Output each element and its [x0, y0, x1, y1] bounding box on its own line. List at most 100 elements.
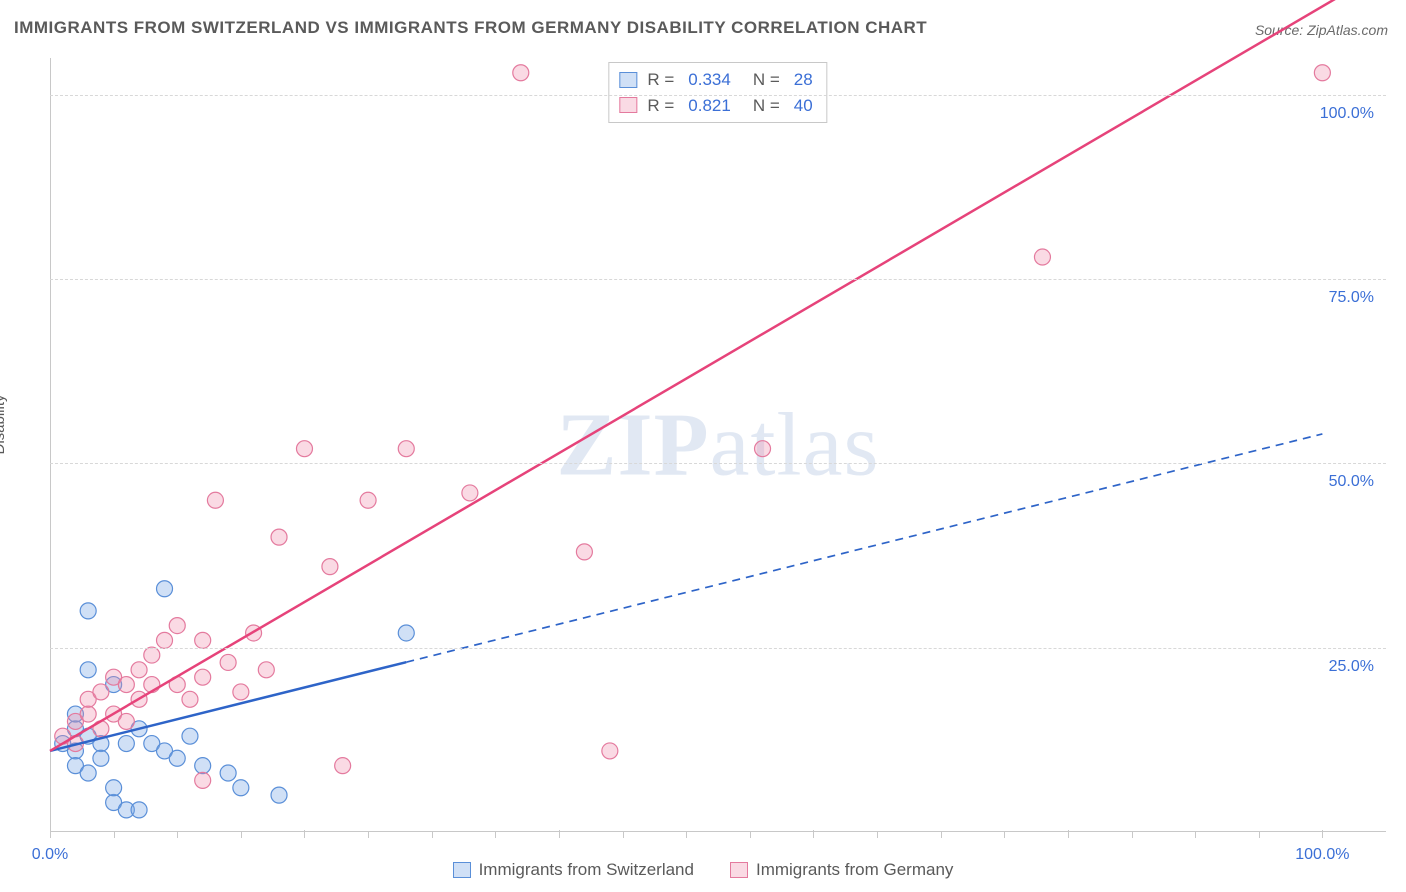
data-point: [118, 677, 134, 693]
x-minor-tick: [877, 832, 878, 838]
data-point: [233, 780, 249, 796]
x-minor-tick: [114, 832, 115, 838]
y-tick-label: 100.0%: [1320, 105, 1374, 123]
data-point: [233, 684, 249, 700]
x-minor-tick: [686, 832, 687, 838]
data-point: [157, 581, 173, 597]
data-point: [195, 669, 211, 685]
data-point: [207, 492, 223, 508]
legend-item: Immigrants from Germany: [730, 860, 953, 880]
x-minor-tick: [1259, 832, 1260, 838]
data-point: [755, 441, 771, 457]
data-point: [335, 758, 351, 774]
legend-label: Immigrants from Switzerland: [479, 860, 694, 880]
chart-title: IMMIGRANTS FROM SWITZERLAND VS IMMIGRANT…: [14, 18, 927, 38]
x-tick-mark: [50, 830, 51, 838]
stat-n-label: N =: [753, 93, 780, 119]
gridline-h: [50, 95, 1386, 96]
x-minor-tick: [432, 832, 433, 838]
data-point: [144, 647, 160, 663]
data-point: [80, 603, 96, 619]
gridline-h: [50, 463, 1386, 464]
data-point: [360, 492, 376, 508]
data-point: [462, 485, 478, 501]
x-minor-tick: [241, 832, 242, 838]
stats-row: R = 0.334 N = 28: [619, 67, 816, 93]
x-minor-tick: [1132, 832, 1133, 838]
x-minor-tick: [941, 832, 942, 838]
trend-line-dashed: [406, 434, 1322, 662]
stat-n-label: N =: [753, 67, 780, 93]
data-point: [131, 802, 147, 818]
legend-swatch: [453, 862, 471, 878]
data-point: [271, 529, 287, 545]
chart-container: IMMIGRANTS FROM SWITZERLAND VS IMMIGRANT…: [0, 0, 1406, 892]
data-point: [220, 765, 236, 781]
stats-legend-box: R = 0.334 N = 28 R = 0.821 N = 40: [608, 62, 827, 123]
legend-label: Immigrants from Germany: [756, 860, 953, 880]
x-minor-tick: [495, 832, 496, 838]
data-point: [195, 758, 211, 774]
y-tick-label: 50.0%: [1329, 473, 1374, 491]
legend-swatch: [619, 97, 637, 113]
x-tick-mark: [304, 830, 305, 838]
data-point: [106, 780, 122, 796]
gridline-h: [50, 648, 1386, 649]
legend-swatch: [730, 862, 748, 878]
data-point: [322, 559, 338, 575]
data-point: [576, 544, 592, 560]
data-point: [169, 750, 185, 766]
data-point: [1314, 65, 1330, 81]
data-point: [182, 728, 198, 744]
x-minor-tick: [177, 832, 178, 838]
x-minor-tick: [1195, 832, 1196, 838]
data-point: [118, 736, 134, 752]
data-point: [93, 750, 109, 766]
data-point: [220, 654, 236, 670]
data-point: [131, 662, 147, 678]
y-tick-label: 75.0%: [1329, 289, 1374, 307]
data-point: [602, 743, 618, 759]
stat-r-label: R =: [647, 67, 674, 93]
plot-svg: [50, 58, 1386, 832]
data-point: [80, 662, 96, 678]
data-point: [296, 441, 312, 457]
data-point: [157, 632, 173, 648]
plot-area: ZIPatlas R = 0.334 N = 28 R = 0.821 N = …: [50, 58, 1386, 832]
stat-n-value: 40: [794, 93, 813, 119]
stat-r-label: R =: [647, 93, 674, 119]
data-point: [271, 787, 287, 803]
x-minor-tick: [623, 832, 624, 838]
stats-row: R = 0.821 N = 40: [619, 93, 816, 119]
data-point: [258, 662, 274, 678]
data-point: [169, 618, 185, 634]
x-minor-tick: [750, 832, 751, 838]
data-point: [513, 65, 529, 81]
x-tick-mark: [1322, 830, 1323, 838]
y-axis-label: Disability: [0, 394, 8, 454]
data-point: [80, 706, 96, 722]
bottom-legend: Immigrants from Switzerland Immigrants fr…: [0, 860, 1406, 880]
stat-n-value: 28: [794, 67, 813, 93]
data-point: [118, 713, 134, 729]
data-point: [195, 632, 211, 648]
data-point: [195, 772, 211, 788]
legend-item: Immigrants from Switzerland: [453, 860, 694, 880]
x-tick-mark: [559, 830, 560, 838]
x-tick-mark: [813, 830, 814, 838]
data-point: [80, 765, 96, 781]
x-minor-tick: [368, 832, 369, 838]
trend-line-solid: [50, 662, 406, 751]
x-minor-tick: [1004, 832, 1005, 838]
data-point: [93, 684, 109, 700]
data-point: [398, 441, 414, 457]
stat-r-value: 0.334: [688, 67, 731, 93]
x-tick-mark: [1068, 830, 1069, 838]
legend-swatch: [619, 72, 637, 88]
stat-r-value: 0.821: [688, 93, 731, 119]
y-tick-label: 25.0%: [1329, 658, 1374, 676]
data-point: [182, 691, 198, 707]
data-point: [1034, 249, 1050, 265]
data-point: [398, 625, 414, 641]
gridline-h: [50, 279, 1386, 280]
